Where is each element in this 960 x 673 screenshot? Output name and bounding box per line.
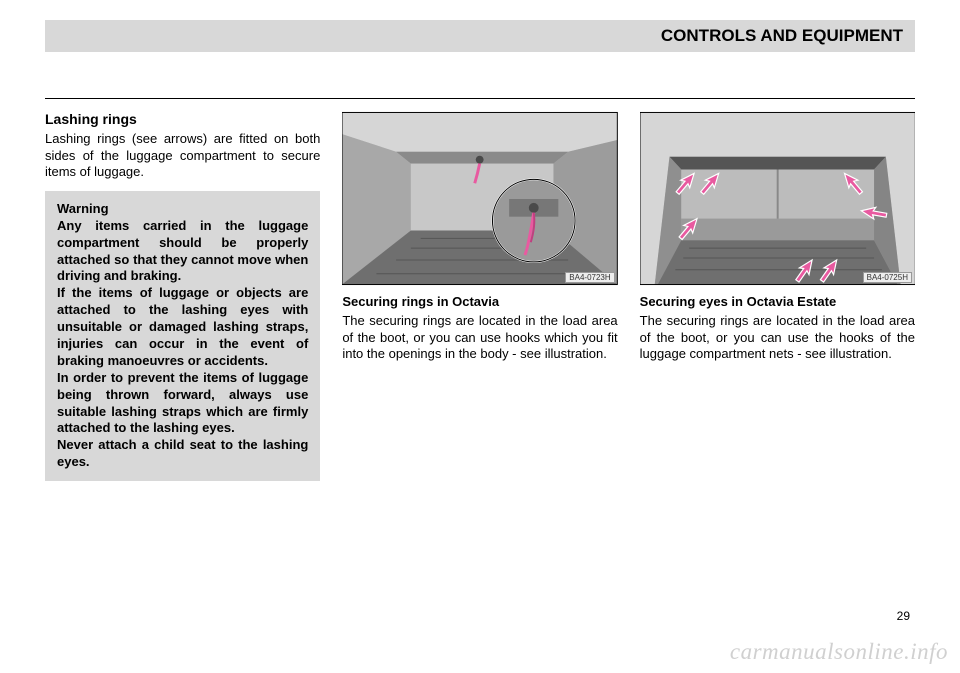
header-title: CONTROLS AND EQUIPMENT [661, 26, 903, 46]
octavia-body: The securing rings are located in the lo… [342, 313, 617, 363]
figure-estate: BA4-0725H [640, 111, 915, 286]
content-columns: Lashing rings Lashing rings (see arrows)… [45, 111, 915, 481]
lashing-rings-intro: Lashing rings (see arrows) are fitted on… [45, 131, 320, 181]
column-3: BA4-0725H Securing eyes in Octavia Estat… [640, 111, 915, 481]
warning-p4: Never attach a child seat to the lashing… [57, 437, 308, 469]
figure-estate-label: BA4-0725H [863, 272, 912, 283]
warning-p2: If the items of luggage or objects are a… [57, 285, 308, 368]
header-bar: CONTROLS AND EQUIPMENT [45, 20, 915, 52]
lashing-rings-heading: Lashing rings [45, 111, 320, 127]
watermark: carmanualsonline.info [730, 639, 948, 665]
octavia-subhead: Securing rings in Octavia [342, 294, 617, 309]
section-rule [45, 98, 915, 99]
page-number: 29 [897, 609, 910, 623]
estate-body: The securing rings are located in the lo… [640, 313, 915, 363]
figure-estate-svg [640, 111, 915, 286]
warning-title: Warning [57, 201, 308, 218]
estate-subhead: Securing eyes in Octavia Estate [640, 294, 915, 309]
figure-octavia-svg [342, 111, 617, 286]
column-2: BA4-0723H Securing rings in Octavia The … [342, 111, 617, 481]
warning-p3: In order to prevent the items of luggage… [57, 370, 308, 436]
warning-box: Warning Any items carried in the luggage… [45, 191, 320, 481]
warning-p1: Any items carried in the luggage compart… [57, 218, 308, 284]
manual-page: CONTROLS AND EQUIPMENT Lashing rings Las… [0, 0, 960, 673]
figure-octavia-label: BA4-0723H [565, 272, 614, 283]
figure-octavia: BA4-0723H [342, 111, 617, 286]
column-1: Lashing rings Lashing rings (see arrows)… [45, 111, 320, 481]
